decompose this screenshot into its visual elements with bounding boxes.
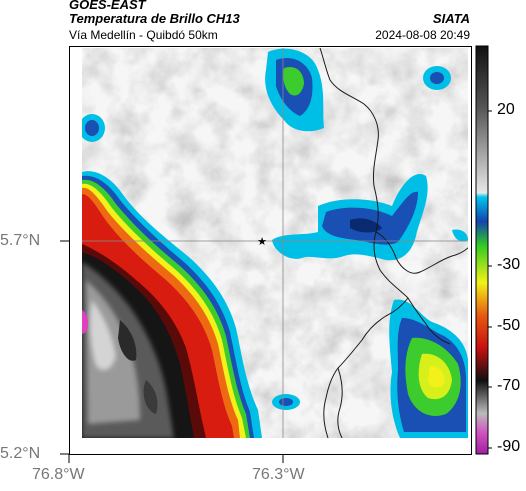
colorbar-tick-label: -90 [497,438,521,455]
map-subtitle: Vía Medellín - Quibdó 50km [69,28,218,42]
lon-label: 76.8°W [32,466,85,483]
cloud-cell-south [272,394,300,410]
lon-label: 76.3°W [252,466,305,483]
axes-frame [69,46,472,455]
colorbar [475,45,489,455]
lat-label: 5.2°N [0,445,41,462]
cloud-cell-nw [82,114,105,142]
cloud-mass-west [82,171,262,438]
colorbar-tick-label: -70 [497,377,521,394]
timestamp: 2024-08-08 20:49 [375,28,470,42]
crosshair [82,48,468,438]
cloud-cell-se [389,299,468,438]
star-icon: ★ [257,235,267,248]
cloud-cell-north [265,48,324,132]
cloud-band-center [272,174,468,261]
product-name: GOES-EAST [69,0,146,12]
colorbar-tick-label: -30 [497,256,521,273]
lat-label: 5.7°N [0,232,41,249]
map-title: Temperatura de Brillo CH13 [69,11,240,26]
data-source: SIATA [432,11,470,26]
cloud-cell-ne [423,66,451,90]
boundary-lines [319,48,468,438]
colorbar-tick-label: -50 [497,317,521,334]
imagery-layer [82,48,468,438]
axis-ticks [60,240,284,463]
colorbar-tick-label: 20 [497,101,515,118]
colorbar-ticks [488,110,492,449]
